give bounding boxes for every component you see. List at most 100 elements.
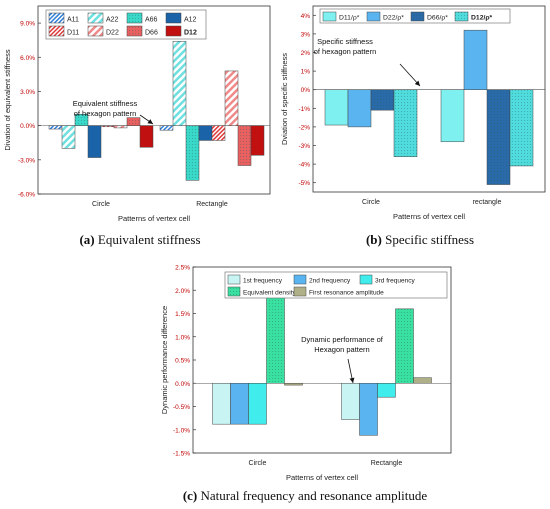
y-tick-label: -1.0% — [173, 427, 190, 434]
x-axis-label: Patterns of vertex cell — [286, 473, 358, 482]
y-tick-label: -4% — [298, 162, 310, 169]
y-tick-label: 0.0% — [175, 381, 190, 388]
y-tick-label: 4% — [301, 13, 311, 20]
bar-d12-circle — [139, 125, 154, 148]
y-tick-label: 1% — [301, 69, 311, 76]
legend-label-a11: A11 — [67, 17, 79, 24]
legend-swatch-d66 — [126, 25, 143, 37]
caption-a: (a) Equivalent stiffness — [20, 232, 260, 248]
legend-label-d66: D66/ρ* — [427, 15, 448, 22]
bar-a66-circle — [74, 113, 89, 126]
bar-d22-circle — [113, 125, 128, 129]
caption-a-letter: (a) — [79, 232, 95, 247]
x-tick-label: Rectangle — [196, 201, 228, 208]
legend-swatch-d11 — [48, 25, 65, 37]
bar-d11-rectangle — [211, 125, 226, 141]
y-tick-label: 2.5% — [175, 265, 190, 272]
plot-frame — [37, 5, 271, 195]
y-tick-label: -6.0% — [18, 192, 35, 199]
caption-b-text: Specific stiffness — [381, 232, 475, 247]
bar-1st-frequency-rectangle — [341, 383, 360, 420]
legend-label-2nd-frequency: 2nd frequency — [309, 278, 351, 285]
legend-swatch-a12 — [165, 12, 182, 24]
bar-a12-circle — [87, 125, 102, 158]
annotation-text: of hexagon pattern — [314, 47, 377, 56]
y-tick-label: -0.5% — [173, 404, 190, 411]
bar-3rd-frequency-rectangle — [377, 383, 396, 398]
plot-frame — [312, 5, 546, 193]
legend-label-d12: D12/ρ* — [471, 15, 493, 22]
legend-swatch-3rd-frequency — [359, 274, 373, 285]
bar-d66-rectangle — [237, 125, 252, 166]
y-tick-label: 2% — [301, 50, 311, 57]
legend-label-a22: A22 — [106, 17, 119, 24]
bar-d11-circle — [100, 125, 115, 128]
y-axis-label: Dynamic performance difference — [160, 306, 169, 414]
annotation-text: Dynamic performance of — [301, 335, 384, 344]
y-tick-label: 6.0% — [20, 55, 35, 62]
legend-box — [224, 271, 448, 299]
bar-d22-circle — [347, 89, 372, 128]
caption-c-letter: (c) — [182, 488, 198, 503]
y-tick-label: -2% — [298, 124, 310, 131]
annotation-text: Equivalent stiffness — [73, 99, 138, 108]
y-tick-label: -5% — [298, 180, 310, 187]
legend-swatch-2nd-frequency — [293, 274, 307, 285]
bar-d22-rectangle — [224, 70, 239, 126]
x-tick-label: Rectangle — [371, 460, 403, 467]
bar-d66-rectangle — [486, 89, 511, 185]
legend-label-1st-frequency: 1st frequency — [243, 278, 283, 285]
bar-a22-circle — [61, 125, 76, 149]
bar-a22-rectangle — [172, 41, 187, 126]
bar-first-resonance-amplitude-rectangle — [413, 377, 432, 384]
bar-a12-rectangle — [198, 125, 213, 141]
legend-swatch-a22 — [87, 12, 104, 24]
annotation-text: Hexagon pattern — [314, 345, 369, 354]
bar-d11-circle — [324, 89, 349, 126]
bar-equivalent-density-circle — [266, 296, 285, 384]
y-tick-label: 2.0% — [175, 288, 190, 295]
y-tick-label: 0.5% — [175, 358, 190, 365]
y-tick-label: 1.0% — [175, 334, 190, 341]
legend-label-d22: D22 — [106, 30, 119, 37]
legend-label-d11: D11/ρ* — [339, 15, 360, 22]
legend-label-a66: A66 — [145, 17, 158, 24]
legend-swatch-first-resonance-amplitude — [293, 286, 307, 297]
y-tick-label: 3% — [301, 31, 311, 38]
y-tick-label: 9.0% — [20, 21, 35, 28]
legend-swatch-d12 — [165, 25, 182, 37]
x-tick-label: Circle — [249, 460, 267, 467]
legend-label-equivalent-density: Equivalent density — [243, 290, 297, 297]
annotation-arrow-head — [414, 80, 420, 86]
bar-d12-circle — [393, 89, 418, 157]
annotation-text: Specific stiffness — [317, 37, 373, 46]
bar-3rd-frequency-circle — [248, 383, 267, 425]
bar-d22-rectangle — [463, 29, 488, 90]
y-tick-label: 1.5% — [175, 311, 190, 318]
y-tick-label: 0% — [301, 87, 311, 94]
bar-a11-rectangle — [159, 125, 174, 131]
legend-swatch-1st-frequency — [227, 274, 241, 285]
legend-label-d22: D22/ρ* — [383, 15, 404, 22]
bar-d66-circle — [126, 117, 141, 126]
bar-d12-rectangle — [250, 125, 265, 156]
caption-a-text: Equivalent stiffness — [94, 232, 201, 247]
y-axis-label: Divation of equivalent stiffness — [3, 49, 12, 150]
bar-1st-frequency-circle — [212, 383, 231, 425]
legend-label-a12: A12 — [184, 17, 197, 24]
legend-label-3rd-frequency: 3rd frequency — [375, 278, 415, 285]
legend-label-first-resonance-amplitude: First resonance amplitude — [309, 290, 384, 297]
caption-c: (c) Natural frequency and resonance ampl… — [150, 488, 460, 504]
y-tick-label: -1.5% — [173, 451, 190, 458]
bar-equivalent-density-rectangle — [395, 308, 414, 384]
legend-label-d66: D66 — [145, 30, 158, 37]
y-tick-label: 3.0% — [20, 89, 35, 96]
bar-d12-rectangle — [509, 89, 534, 167]
caption-b-letter: (b) — [365, 232, 382, 247]
x-tick-label: Circle — [362, 199, 380, 206]
chart-specific-stiffness: -5% -4% -3% -2% -1% 0% 1% 2% 3% 4% Circle rectangle… — [280, 5, 546, 221]
legend-swatch-d22 — [366, 11, 381, 22]
legend-label-d12: D12 — [184, 30, 197, 37]
bar-first-resonance-amplitude-circle — [284, 383, 303, 386]
legend-swatch-equivalent-density — [227, 286, 241, 297]
